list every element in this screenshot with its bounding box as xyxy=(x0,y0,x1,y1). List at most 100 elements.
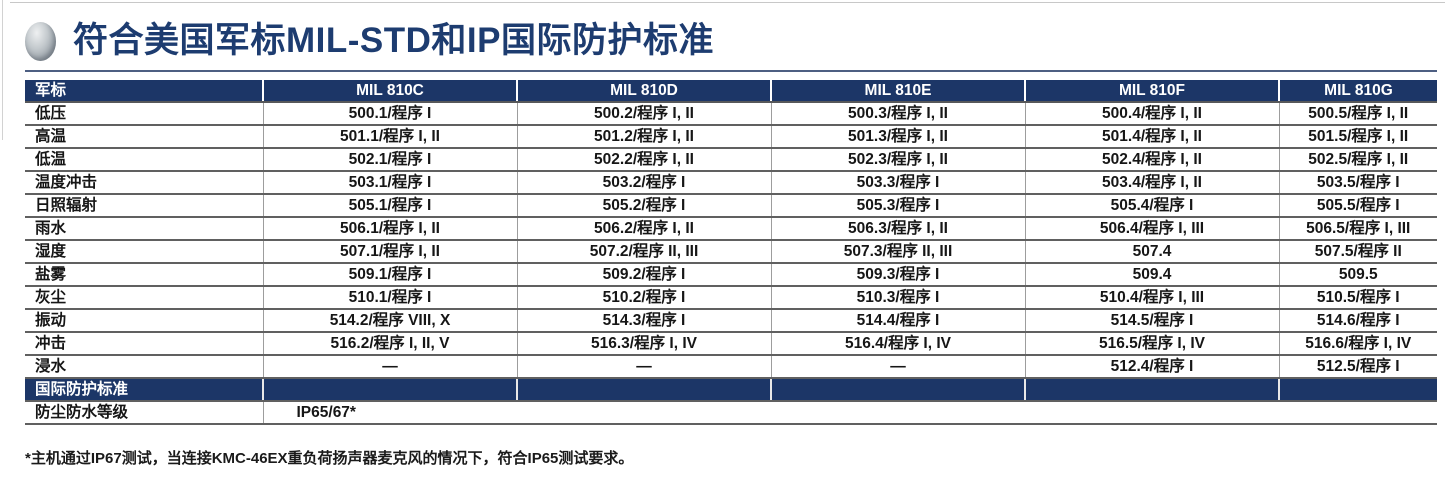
cell: 506.2/程序 I, II xyxy=(517,217,772,241)
cell: 507.1/程序 I, II xyxy=(263,240,518,264)
cell: 510.4/程序 I, III xyxy=(1025,286,1280,310)
cell: 507.4 xyxy=(1025,240,1280,264)
cell: 500.1/程序 I xyxy=(263,102,518,126)
cell: 503.3/程序 I xyxy=(771,171,1026,195)
cell: 503.4/程序 I, II xyxy=(1025,171,1280,195)
table-row-low-pressure: 低压 500.1/程序 I 500.2/程序 I, II 500.3/程序 I,… xyxy=(25,102,1437,126)
section-empty-cell xyxy=(1025,378,1280,402)
table-row-temp-shock: 温度冲击 503.1/程序 I 503.2/程序 I 503.3/程序 I 50… xyxy=(25,171,1437,195)
table-row-shock: 冲击 516.2/程序 I, II, V 516.3/程序 I, IV 516.… xyxy=(25,332,1437,356)
cell: 516.3/程序 I, IV xyxy=(517,332,772,356)
cell: 510.1/程序 I xyxy=(263,286,518,310)
page-edge-left xyxy=(2,0,3,140)
cell: 514.3/程序 I xyxy=(517,309,772,333)
table-row-dust: 灰尘 510.1/程序 I 510.2/程序 I 510.3/程序 I 510.… xyxy=(25,286,1437,310)
section-label: 国际防护标准 xyxy=(25,378,264,402)
page-title: 符合美国军标MIL-STD和IP国际防护标准 xyxy=(73,21,714,60)
row-label: 防尘防水等级 xyxy=(25,401,264,425)
cell: 514.6/程序 I xyxy=(1279,309,1437,333)
row-label: 温度冲击 xyxy=(25,171,264,195)
cell: 507.2/程序 II, III xyxy=(517,240,772,264)
row-label: 高温 xyxy=(25,125,264,149)
cell: 505.3/程序 I xyxy=(771,194,1026,218)
table-row-solar-radiation: 日照辐射 505.1/程序 I 505.2/程序 I 505.3/程序 I 50… xyxy=(25,194,1437,218)
row-label: 日照辐射 xyxy=(25,194,264,218)
row-label: 冲击 xyxy=(25,332,264,356)
table-row-low-temp: 低温 502.1/程序 I 502.2/程序 I, II 502.3/程序 I,… xyxy=(25,148,1437,172)
cell: 503.1/程序 I xyxy=(263,171,518,195)
row-label: 灰尘 xyxy=(25,286,264,310)
row-label: 浸水 xyxy=(25,355,264,379)
row-label: 低温 xyxy=(25,148,264,172)
row-label: 湿度 xyxy=(25,240,264,264)
cell: 502.1/程序 I xyxy=(263,148,518,172)
cell: 516.2/程序 I, II, V xyxy=(263,332,518,356)
title-block: 符合美国军标MIL-STD和IP国际防护标准 xyxy=(25,20,714,62)
cell: 506.1/程序 I, II xyxy=(263,217,518,241)
title-underline xyxy=(25,70,1437,72)
cell: 514.4/程序 I xyxy=(771,309,1026,333)
cell: 510.5/程序 I xyxy=(1279,286,1437,310)
cell: 516.6/程序 I, IV xyxy=(1279,332,1437,356)
cell: 510.2/程序 I xyxy=(517,286,772,310)
col-header-mil810f: MIL 810F xyxy=(1025,80,1280,103)
cell: 506.4/程序 I, III xyxy=(1025,217,1280,241)
cell: 509.3/程序 I xyxy=(771,263,1026,287)
cell: 501.2/程序 I, II xyxy=(517,125,772,149)
table-row-immersion: 浸水 — — — 512.4/程序 I 512.5/程序 I xyxy=(25,355,1437,379)
cell: 501.5/程序 I, II xyxy=(1279,125,1437,149)
table-row-humidity: 湿度 507.1/程序 I, II 507.2/程序 II, III 507.3… xyxy=(25,240,1437,264)
cell: 512.4/程序 I xyxy=(1025,355,1280,379)
section-empty-cell xyxy=(1279,378,1437,402)
col-header-junbiao: 军标 xyxy=(25,80,264,103)
row-label: 低压 xyxy=(25,102,264,126)
cell: 514.2/程序 VIII, X xyxy=(263,309,518,333)
cell: 509.2/程序 I xyxy=(517,263,772,287)
table-row-high-temp: 高温 501.1/程序 I, II 501.2/程序 I, II 501.3/程… xyxy=(25,125,1437,149)
cell: 505.1/程序 I xyxy=(263,194,518,218)
cell: 501.4/程序 I, II xyxy=(1025,125,1280,149)
cell: 505.4/程序 I xyxy=(1025,194,1280,218)
section-empty-cell xyxy=(263,378,518,402)
cell: 502.2/程序 I, II xyxy=(517,148,772,172)
cell: 500.3/程序 I, II xyxy=(771,102,1026,126)
table-row-rain: 雨水 506.1/程序 I, II 506.2/程序 I, II 506.3/程… xyxy=(25,217,1437,241)
cell: 500.5/程序 I, II xyxy=(1279,102,1437,126)
cell: — xyxy=(263,355,518,379)
cell: 506.3/程序 I, II xyxy=(771,217,1026,241)
cell: 514.5/程序 I xyxy=(1025,309,1280,333)
cell: 501.3/程序 I, II xyxy=(771,125,1026,149)
section-empty-cell xyxy=(771,378,1026,402)
cell: 500.4/程序 I, II xyxy=(1025,102,1280,126)
table-row-ip-rating: 防尘防水等级 IP65/67* xyxy=(25,401,1437,425)
cell: 506.5/程序 I, III xyxy=(1279,217,1437,241)
cell: 501.1/程序 I, II xyxy=(263,125,518,149)
cell: 505.5/程序 I xyxy=(1279,194,1437,218)
cell: 510.3/程序 I xyxy=(771,286,1026,310)
cell: 516.4/程序 I, IV xyxy=(771,332,1026,356)
milstd-spec-table: 军标 MIL 810C MIL 810D MIL 810E MIL 810F M… xyxy=(25,80,1437,425)
col-header-mil810g: MIL 810G xyxy=(1279,80,1437,103)
cell: — xyxy=(517,355,772,379)
footnote: *主机通过IP67测试，当连接KMC-46EX重负荷扬声器麦克风的情况下，符合I… xyxy=(25,450,634,467)
cell: 509.4 xyxy=(1025,263,1280,287)
col-header-mil810d: MIL 810D xyxy=(517,80,772,103)
table-row-vibration: 振动 514.2/程序 VIII, X 514.3/程序 I 514.4/程序 … xyxy=(25,309,1437,333)
cell: 512.5/程序 I xyxy=(1279,355,1437,379)
page-edge-top xyxy=(10,2,1445,3)
cell: 505.2/程序 I xyxy=(517,194,772,218)
row-label: 振动 xyxy=(25,309,264,333)
cell: 502.5/程序 I, II xyxy=(1279,148,1437,172)
cell: 509.1/程序 I xyxy=(263,263,518,287)
cell: — xyxy=(771,355,1026,379)
section-empty-cell xyxy=(517,378,772,402)
cell: 502.3/程序 I, II xyxy=(771,148,1026,172)
sphere-bullet-icon xyxy=(25,21,56,61)
ip-rating-value: IP65/67* xyxy=(263,401,1437,425)
table-row-salt-fog: 盐雾 509.1/程序 I 509.2/程序 I 509.3/程序 I 509.… xyxy=(25,263,1437,287)
cell: 516.5/程序 I, IV xyxy=(1025,332,1280,356)
cell: 502.4/程序 I, II xyxy=(1025,148,1280,172)
cell: 507.3/程序 II, III xyxy=(771,240,1026,264)
section-row-ip-standard: 国际防护标准 xyxy=(25,378,1437,402)
